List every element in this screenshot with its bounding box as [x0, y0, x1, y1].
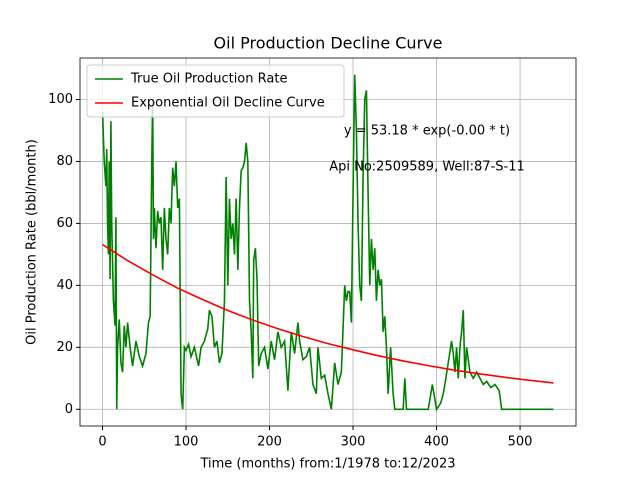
y-tick-label: 0	[65, 402, 73, 417]
series-line	[101, 74, 554, 412]
annotation: y = 53.18 * exp(-0.00 * t)	[344, 124, 510, 139]
y-axis-label: Oil Production Rate (bbl/month)	[25, 139, 40, 345]
legend-label: Exponential Oil Decline Curve	[131, 96, 325, 111]
legend-box	[86, 64, 345, 118]
x-tick-label: 400	[424, 435, 449, 450]
x-axis-label: Time (months) from:1/1978 to:12/2023	[199, 457, 455, 472]
plot-frame	[79, 57, 577, 427]
x-tick-label: 0	[98, 435, 106, 450]
chart-title: Oil Production Decline Curve	[214, 34, 443, 53]
x-tick-label: 100	[174, 435, 199, 450]
y-tick-label: 100	[48, 92, 73, 107]
series-line	[102, 243, 554, 384]
y-tick-label: 20	[56, 340, 73, 355]
annotation: Api No:2509589, Well:87-S-11	[329, 160, 525, 175]
y-tick-label: 40	[56, 278, 73, 293]
x-tick-label: 200	[257, 435, 282, 450]
legend-label: True Oil Production Rate	[130, 72, 287, 87]
y-tick-label: 60	[56, 216, 73, 231]
y-tick-label: 80	[56, 154, 73, 169]
x-tick-label: 300	[341, 435, 366, 450]
x-tick-label: 500	[508, 435, 533, 450]
